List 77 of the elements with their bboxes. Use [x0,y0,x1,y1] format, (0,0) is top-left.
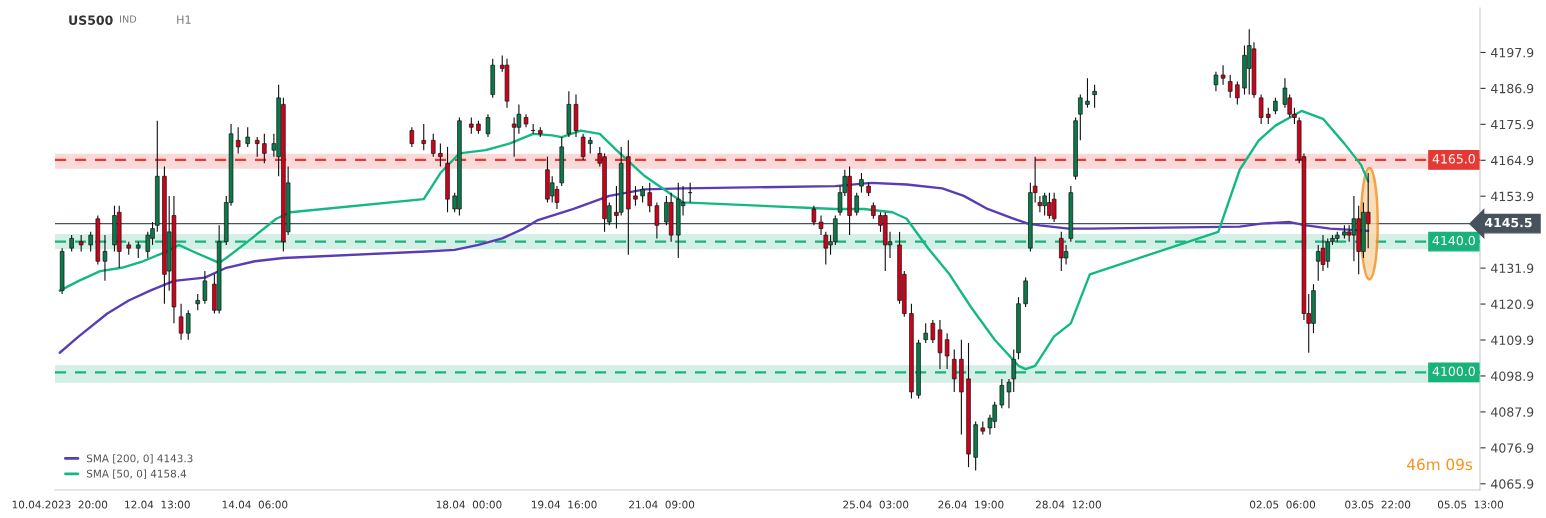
candlestick [409,126,415,148]
x-tick-label: 21.04 09:00 [629,500,695,509]
candlestick [485,113,491,138]
candlestick [1051,192,1057,223]
candlestick [185,309,191,341]
x-tick-label: 26.04 19:00 [938,500,1004,509]
ref-line-label: 4165.0 [1432,154,1475,164]
candlestick [178,303,184,341]
candlestick [88,231,93,253]
candlestick [262,133,267,164]
candlestick [202,270,208,305]
candlestick [811,205,817,226]
candlestick [930,319,936,344]
candlestick [245,126,250,148]
candlestick [859,172,864,194]
candlestick [633,185,638,207]
legend-label: SMA [200, 0] 4143.3 [86,454,193,464]
candlestick [102,234,108,282]
ref-line-label: 4140.0 [1432,235,1475,246]
legend-label: SMA [50, 0] 4158.4 [86,469,187,479]
y-tick-label: 4186.9 [1491,83,1534,94]
y-tick-label: 4087.9 [1491,407,1534,417]
candlestick [1227,74,1233,99]
candlestick [654,201,660,239]
candlestick [1085,77,1090,109]
y-tick-label: 4098.9 [1491,371,1534,381]
x-tick-label: 02.05 06:00 [1250,500,1316,509]
x-tick-label: 05.05 13:00 [1437,500,1504,509]
y-tick-label: 4076.9 [1491,443,1534,453]
candlestick [1078,94,1083,141]
x-tick-label: 28.04 12:00 [1035,500,1101,509]
candlestick [854,192,859,217]
candlestick [1037,195,1043,213]
y-tick-label: 4109.9 [1491,335,1534,345]
y-tick-label: 4065.9 [1491,479,1534,489]
candlestick [1092,84,1097,109]
x-tick-label: 10.04.2023 20:00 [12,500,108,509]
x-tick-label: 12.04 13:00 [125,500,190,509]
candlestick [580,133,586,161]
candlestick [923,322,928,344]
ref-line-label: 4100.0 [1432,366,1475,376]
candlestick [1365,172,1371,249]
candlestick [1220,64,1226,86]
candlestick [1235,80,1240,105]
y-tick-label: 4120.9 [1491,299,1534,309]
candlestick [1023,277,1028,308]
candlestick [1213,71,1219,92]
candlestick [421,123,426,151]
candlestick [254,136,260,158]
line-series [58,181,1370,354]
candlestick [1258,94,1264,125]
candlestick [1351,195,1357,262]
candlestick [235,126,241,154]
candlestick [431,133,436,158]
candlestick [937,319,943,370]
chart-title: US500 [69,15,113,25]
ref-line-label: 4145.5 [1484,218,1532,228]
annotation: H1 [177,15,191,24]
candlestick [999,378,1005,409]
candlestick [438,143,443,168]
y-tick-label: 4153.9 [1491,191,1534,202]
candlestick [511,116,517,158]
candlestick [952,348,957,393]
candlestick [647,182,652,213]
y-tick-label: 4164.9 [1491,155,1534,166]
y-tick-label: 4175.9 [1491,119,1534,130]
candlestick [944,332,950,370]
x-tick-label: 19.04 16:00 [532,500,597,509]
annotation: 46m 09s [1407,458,1473,471]
y-tick-label: 4197.9 [1491,47,1534,58]
x-tick-label: 03.05 22:00 [1345,500,1411,509]
x-tick-label: 25.04 03:00 [843,500,909,509]
y-tick-label: 4131.9 [1491,263,1534,274]
x-tick-label: 14.04 06:00 [222,500,288,509]
candlestick [145,231,151,259]
x-tick-label: 18.04 00:00 [436,500,502,509]
annotation: IND [120,15,137,23]
